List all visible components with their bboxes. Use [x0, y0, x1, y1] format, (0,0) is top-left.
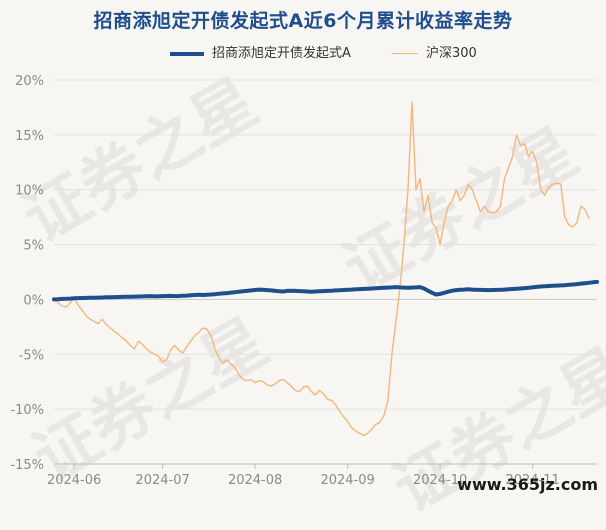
x-tick-label: 2024-06	[47, 473, 101, 488]
line-chart: 20% 15% 10% 5% 0% -5% -10% -15%2024-06 2024-07 20…	[10, 74, 599, 488]
site-watermark: www.365jz.com	[457, 475, 598, 494]
y-tick-label: -5%	[19, 348, 44, 363]
legend-label-fund: 招商添旭定开债发起式A	[212, 46, 351, 61]
x-tick-label: 2024-10	[413, 473, 467, 488]
legend-swatch-index	[392, 52, 418, 55]
y-tick-label: -15%	[10, 458, 44, 473]
y-tick-label: 0%	[23, 293, 44, 308]
legend-item-fund: 招商添旭定开债发起式A	[170, 44, 351, 64]
x-tick-label: 2024-09	[320, 473, 374, 488]
x-tick-label: 2024-08	[228, 473, 282, 488]
series-line-fund	[52, 279, 599, 302]
chart-title: 招商添旭定开债发起式A近6个月累计收益率走势	[93, 10, 513, 32]
y-tick-label: 10%	[15, 184, 44, 199]
legend-label-index: 沪深300	[426, 46, 477, 61]
legend-swatch-fund	[170, 51, 204, 56]
chart-legend: 招商添旭定开债发起式A 沪深300	[0, 44, 606, 64]
y-tick-label: 15%	[15, 129, 44, 144]
legend-item-index: 沪深300	[392, 44, 477, 64]
y-tick-label: 20%	[15, 74, 44, 89]
y-tick-label: 5%	[23, 239, 44, 254]
x-tick-label: 2024-11	[505, 473, 559, 488]
series-line-index	[53, 101, 590, 437]
x-tick-label: 2024-07	[135, 473, 189, 488]
y-tick-label: -10%	[10, 403, 44, 418]
